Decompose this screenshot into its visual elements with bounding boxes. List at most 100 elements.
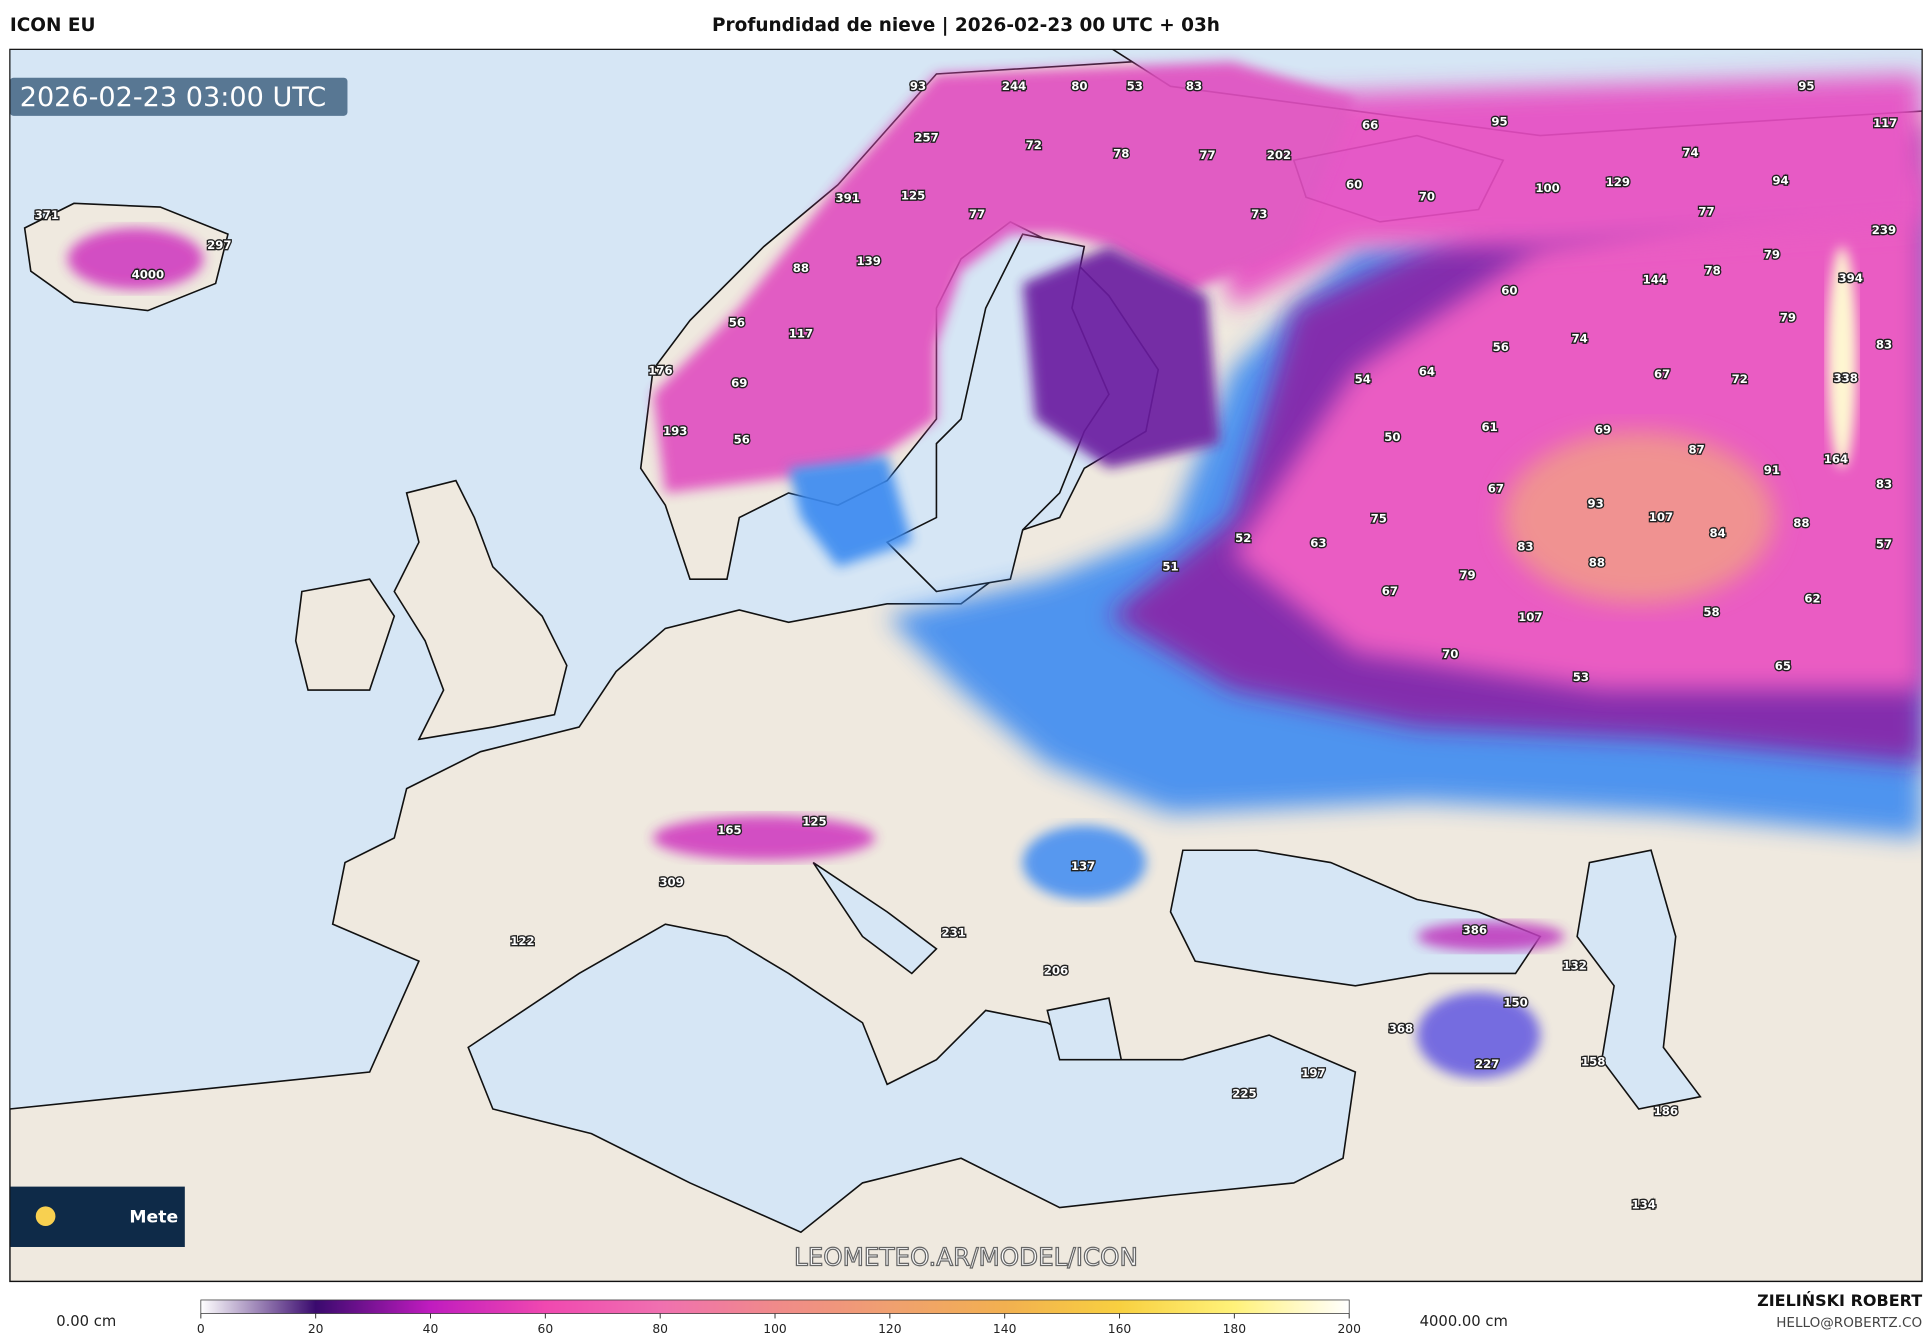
watermark: LEOMETEO.AR/MODEL/ICON xyxy=(794,1242,1138,1271)
colorbar-tick-label: 120 xyxy=(878,1322,902,1336)
colorbar-tick-label: 60 xyxy=(538,1322,554,1336)
snow-depth-label: 74 xyxy=(1571,331,1587,345)
snow-depth-label: 165 xyxy=(717,823,741,837)
author: ZIELIŃSKI ROBERT xyxy=(1757,1291,1922,1310)
snow-depth-label: 53 xyxy=(1127,79,1143,93)
colorbar-tick-label: 80 xyxy=(652,1322,668,1336)
snow-depth-label: 176 xyxy=(648,363,672,377)
colorbar-min: 0.00 cm xyxy=(56,1313,116,1330)
snow-depth-label: 62 xyxy=(1804,591,1820,605)
snow-depth-label: 57 xyxy=(1876,537,1892,551)
snow-depth-label: 69 xyxy=(731,376,747,390)
email: HELLO@ROBERTZ.CO xyxy=(1776,1315,1922,1331)
snow-depth-label: 125 xyxy=(901,188,925,202)
snow-depth-label: 56 xyxy=(1493,340,1509,354)
snow-depth-label: 61 xyxy=(1482,420,1498,434)
snow-depth-label: 87 xyxy=(1689,442,1705,456)
snow-depth-label: 70 xyxy=(1442,647,1458,661)
snow-depth-label: 66 xyxy=(1362,118,1378,132)
snow-depth-label: 139 xyxy=(856,254,880,268)
snow-depth-label: 74 xyxy=(1682,145,1698,159)
snow-depth-label: 93 xyxy=(1587,497,1603,511)
snow-depth-label: 107 xyxy=(1518,610,1542,624)
snow-depth-label: 244 xyxy=(1002,79,1026,93)
snow-depth-label: 107 xyxy=(1649,510,1673,524)
snow-depth-label: 60 xyxy=(1501,283,1517,297)
snow-depth-label: 79 xyxy=(1459,568,1475,582)
snow-depth-label: 371 xyxy=(35,208,59,222)
colorbar-tick-label: 100 xyxy=(763,1322,787,1336)
snow-depth-label: 78 xyxy=(1705,264,1721,278)
snow-depth-label: 72 xyxy=(1732,372,1748,386)
snow-depth-label: 65 xyxy=(1775,659,1791,673)
snow-depth-label: 297 xyxy=(207,238,231,252)
snow-depth-label: 117 xyxy=(789,326,813,340)
snow-depth-label: 231 xyxy=(941,925,965,939)
snow-depth-label: 95 xyxy=(1491,115,1507,129)
snow-depth-label: 144 xyxy=(1643,272,1667,286)
snow-depth-label: 150 xyxy=(1503,996,1527,1010)
snow-depth-label: 227 xyxy=(1475,1057,1499,1071)
snow-depth-label: 94 xyxy=(1772,174,1788,188)
snow-depth-label: 83 xyxy=(1186,79,1202,93)
snow-depth-label: 79 xyxy=(1780,310,1796,324)
snow-depth-label: 129 xyxy=(1606,175,1630,189)
map-title: Profundidad de nieve | 2026-02-23 00 UTC… xyxy=(712,15,1220,36)
colorbar-tick-label: 180 xyxy=(1223,1322,1247,1336)
map: 371 297 4000 93 244 80 53 83 257 72 78 77 202 66 95 95 1… xyxy=(9,49,1923,1282)
snow-depth-label: 100 xyxy=(1535,181,1559,195)
snow-depth-label: 70 xyxy=(1419,190,1435,204)
snow xyxy=(67,61,1923,1079)
snow-depth-label: 51 xyxy=(1162,559,1178,573)
snow-depth-label: 73 xyxy=(1251,207,1267,221)
colorbar-max: 4000.00 cm xyxy=(1420,1313,1508,1330)
snow-depth-label: 338 xyxy=(1834,371,1858,385)
snow-depth-label: 67 xyxy=(1382,584,1398,598)
snow-depth-label: 77 xyxy=(1698,204,1714,218)
snow-depth-label: 77 xyxy=(969,207,985,221)
snow-depth-label: 67 xyxy=(1488,482,1504,496)
snow-depth-label: 125 xyxy=(802,814,826,828)
snow-depth-label: 52 xyxy=(1235,531,1251,545)
colorbar-tick-label: 20 xyxy=(308,1322,324,1336)
colorbar-tick-label: 160 xyxy=(1108,1322,1132,1336)
snow-depth-label: 77 xyxy=(1199,148,1215,162)
snow-depth-label: 95 xyxy=(1798,79,1814,93)
model-name: ICON EU xyxy=(10,15,96,36)
snow-depth-label: 91 xyxy=(1764,463,1780,477)
snow-depth-label: 56 xyxy=(734,432,750,446)
snow-depth-label: 197 xyxy=(1301,1066,1325,1080)
snow-depth-label: 257 xyxy=(914,131,938,145)
snow-depth-label: 122 xyxy=(510,934,534,948)
snow-depth-label: 394 xyxy=(1838,271,1862,285)
colorbar xyxy=(200,1299,1350,1314)
snow-depth-label: 386 xyxy=(1463,923,1487,937)
colorbar-tick-label: 40 xyxy=(423,1322,439,1336)
timestamp: 2026-02-23 03:00 UTC xyxy=(20,82,326,113)
snow-depth-label: 4000 xyxy=(132,267,165,281)
snow-depth-label: 206 xyxy=(1044,963,1068,977)
snow-depth-label: 158 xyxy=(1581,1055,1605,1069)
snow-depth-label: 225 xyxy=(1232,1087,1256,1101)
snow-depth-label: 64 xyxy=(1419,365,1435,379)
snow-depth-label: 56 xyxy=(729,315,745,329)
snow-depth-label: 239 xyxy=(1872,223,1896,237)
snow-depth-label: 80 xyxy=(1071,79,1087,93)
snow-depth-label: 88 xyxy=(1589,556,1605,570)
logo-text: Mete xyxy=(129,1207,178,1227)
snow-depth-label: 117 xyxy=(1873,116,1897,130)
snow-depth-label: 88 xyxy=(1793,516,1809,530)
snow-depth-label: 58 xyxy=(1703,605,1719,619)
colorbar-tick-label: 200 xyxy=(1337,1322,1361,1336)
snow-depth-label: 193 xyxy=(663,424,687,438)
snow-depth-label: 54 xyxy=(1355,372,1371,386)
snow-depth-label: 50 xyxy=(1384,430,1400,444)
snow-depth-label: 75 xyxy=(1371,511,1387,525)
snow-depth-label: 53 xyxy=(1573,670,1589,684)
snow-depth-label: 88 xyxy=(793,261,809,275)
snow-depth-label: 63 xyxy=(1310,536,1326,550)
snow-depth-label: 83 xyxy=(1876,338,1892,352)
colorbar-tick-label: 0 xyxy=(197,1322,205,1336)
